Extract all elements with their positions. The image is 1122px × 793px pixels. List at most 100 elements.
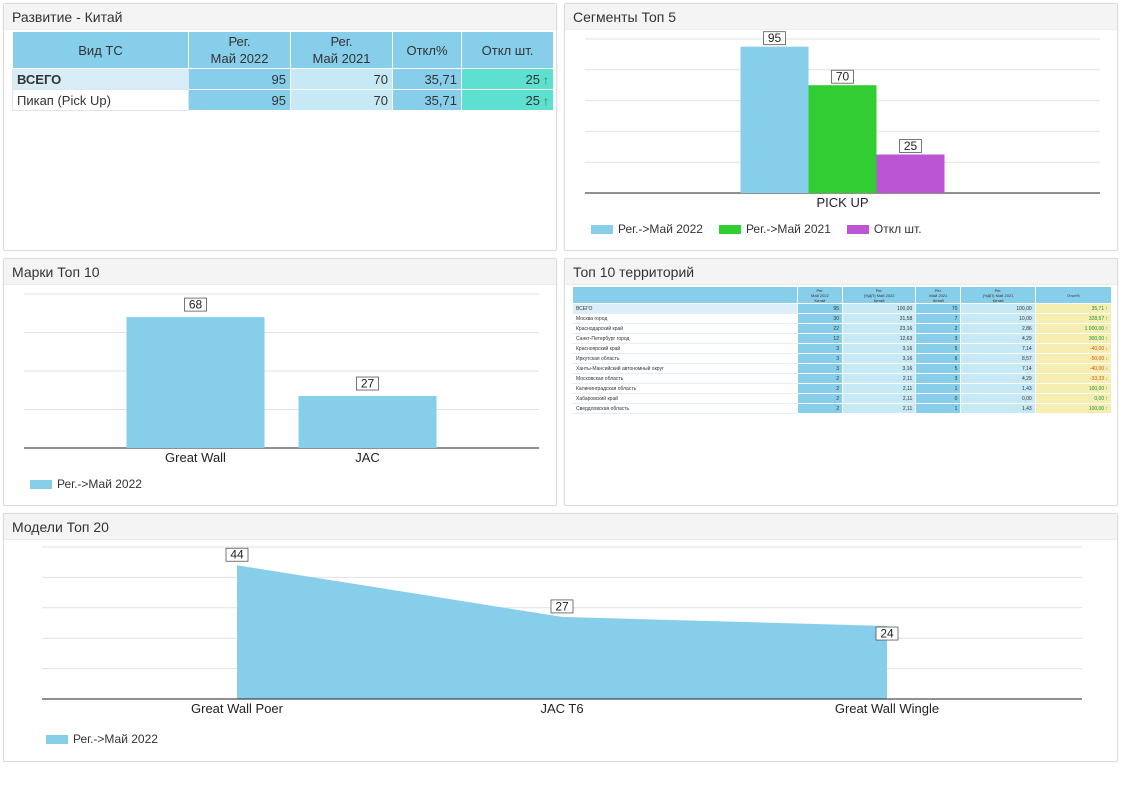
arrow-down-icon: ↓ bbox=[1104, 355, 1108, 362]
cell-reg-2021: 6 bbox=[915, 353, 962, 364]
col-header-vehicle-type[interactable]: Вид ТС bbox=[12, 31, 189, 69]
dev-pct-value: 1 000,00 bbox=[1084, 325, 1105, 332]
cell-share-2022: 23,16 bbox=[841, 323, 917, 334]
chart-legend: Рег.->Май 2022 Рег.->Май 2021 Откл шт. bbox=[591, 222, 938, 236]
cell-share-2021: 8,57 bbox=[960, 353, 1036, 364]
area-series bbox=[237, 565, 887, 699]
area-data-label-box bbox=[875, 626, 899, 641]
legend-item[interactable]: Рег.->Май 2021 bbox=[718, 222, 831, 236]
cell-reg-2021: 2 bbox=[915, 323, 962, 334]
cell-reg-2021: 3 bbox=[915, 373, 962, 384]
bar-data-label: 68 bbox=[189, 298, 203, 312]
segments-top5-panel: Сегменты Топ 5 95 70 25 PICK UP Рег.->Май 2… bbox=[564, 3, 1118, 251]
legend-item[interactable]: Рег.->Май 2022 bbox=[30, 477, 142, 491]
table-row[interactable]: Пикап (Pick Up) 95 70 35,71 25 ↑ bbox=[12, 89, 554, 111]
x-tick-label: JAC bbox=[355, 450, 380, 465]
cell-share-2021: 1,43 bbox=[960, 383, 1036, 394]
table-row[interactable]: Калининградская область 2 2,11 1 1,43 100,00 … bbox=[572, 383, 1113, 394]
cell-share-2021: 1,43 bbox=[960, 403, 1036, 414]
table-row[interactable]: Свердловская область 2 2,11 1 1,43 100,00 ↑ bbox=[572, 403, 1113, 414]
development-table: Вид ТС Рег. Май 2022 Рег. Май 2021 Откл%… bbox=[12, 31, 554, 111]
dev-pct-value: -40,00 bbox=[1089, 365, 1105, 372]
territory-name: Краснодарский край bbox=[572, 323, 798, 334]
col-header[interactable]: Рег. (%ДП) Май 2021 Китай bbox=[960, 286, 1036, 304]
bar-data-label-box bbox=[184, 297, 207, 312]
cell-dev-pct: 35,71 bbox=[392, 68, 462, 90]
table-row[interactable]: Хабаровский край 2 2,11 0 0,00 0,00 ↑ bbox=[572, 393, 1113, 404]
arrow-up-icon: ↑ bbox=[543, 72, 549, 87]
arrow-up-icon: ↑ bbox=[1104, 325, 1108, 332]
col-header-dev-units[interactable]: Откл шт. bbox=[461, 31, 554, 69]
table-row[interactable]: Санкт-Петербург город 12 12,63 3 4,29 300,00 … bbox=[572, 333, 1113, 344]
territory-name: ВСЕГО bbox=[572, 303, 798, 314]
col-header[interactable]: Рег. Май 2021 Китай bbox=[915, 286, 962, 304]
dev-pct-value: 100,00 bbox=[1088, 385, 1105, 392]
cell-share-2021: 10,00 bbox=[960, 313, 1036, 324]
bar-data-label-box bbox=[356, 376, 379, 391]
table-row[interactable]: ВСЕГО 95 70 35,71 25 ↑ bbox=[12, 68, 554, 90]
legend-item[interactable]: Рег.->Май 2022 bbox=[591, 222, 703, 236]
legend-item[interactable]: Откл шт. bbox=[846, 222, 922, 236]
cell-reg-2021: 1 bbox=[915, 403, 962, 414]
cell-reg-2022: 3 bbox=[796, 353, 843, 364]
col-header[interactable] bbox=[572, 286, 798, 304]
table-row[interactable]: Ханты-Мансийский автономный округ 3 3,16 5 7… bbox=[572, 363, 1113, 374]
cell-dev-pct: -40,00 ↓ bbox=[1034, 343, 1113, 354]
brands-top10-panel: Марки Топ 10 68 Great Wall 27 JAC Рег.->Май… bbox=[3, 258, 557, 506]
territory-name: Красноярский край bbox=[572, 343, 798, 354]
table-row[interactable]: ВСЕГО 95 100,00 70 100,00 35,71 ↑ bbox=[572, 303, 1113, 314]
cell-reg-2021: 7 bbox=[915, 313, 962, 324]
cell-dev-units: 25 ↑ bbox=[461, 89, 554, 111]
table-row[interactable]: Иркутская область 3 3,16 6 8,57 -50,00 ↓ bbox=[572, 353, 1113, 364]
dev-pct-value: -33,33 bbox=[1089, 375, 1105, 382]
table-row[interactable]: Краснодарский край 22 23,16 2 2,86 1 000,00 ↑ bbox=[572, 323, 1113, 334]
panel-title: Топ 10 территорий bbox=[565, 259, 1117, 285]
table-row[interactable]: Московская область 2 2,11 3 4,29 -33,33 ↓ bbox=[572, 373, 1113, 384]
cell-reg-2022: 12 bbox=[796, 333, 843, 344]
row-label: Пикап (Pick Up) bbox=[12, 89, 189, 111]
cell-reg-2021: 0 bbox=[915, 393, 962, 404]
cell-reg-2021: 70 bbox=[290, 89, 393, 111]
cell-share-2021: 100,00 bbox=[960, 303, 1036, 314]
cell-share-2021: 7,14 bbox=[960, 363, 1036, 374]
territories-table: Рег. Май 2022 Китай Рег. (%ДП) Май 2022 … bbox=[572, 286, 1113, 414]
cell-dev-pct: 300,00 ↑ bbox=[1034, 333, 1113, 344]
col-header-dev-pct[interactable]: Откл% bbox=[392, 31, 462, 69]
x-tick-label: Great Wall Wingle bbox=[835, 701, 939, 716]
cell-reg-2021: 5 bbox=[915, 363, 962, 374]
legend-item[interactable]: Рег.->Май 2022 bbox=[46, 732, 158, 746]
cell-dev-pct: 100,00 ↑ bbox=[1034, 403, 1113, 414]
cell-reg-2021: 70 bbox=[290, 68, 393, 90]
area-data-label-box bbox=[550, 599, 574, 614]
dev-pct-value: 100,00 bbox=[1088, 405, 1105, 412]
segments-bar-chart: 95 70 25 PICK UP bbox=[585, 31, 1100, 210]
cell-share-2022: 3,16 bbox=[841, 363, 917, 374]
cell-reg-2021: 3 bbox=[915, 333, 962, 344]
dev-pct-value: -50,00 bbox=[1089, 355, 1105, 362]
col-header[interactable]: Рег. Май 2022 Китай bbox=[796, 286, 843, 304]
cell-share-2021: 0,00 bbox=[960, 393, 1036, 404]
cell-dev-pct: -33,33 ↓ bbox=[1034, 373, 1113, 384]
bar-data-label: 25 bbox=[904, 139, 918, 153]
col-header-reg-2022[interactable]: Рег. Май 2022 bbox=[188, 31, 291, 69]
col-header-reg-2021[interactable]: Рег. Май 2021 bbox=[290, 31, 393, 69]
cell-share-2022: 2,11 bbox=[841, 393, 917, 404]
cell-dev-pct: -40,00 ↓ bbox=[1034, 363, 1113, 374]
table-row[interactable]: Москва город 30 31,58 7 10,00 328,57 ↑ bbox=[572, 313, 1113, 324]
bar-data-label: 70 bbox=[836, 70, 850, 84]
dev-pct-value: 300,00 bbox=[1088, 335, 1105, 342]
arrow-up-icon: ↑ bbox=[1104, 315, 1108, 322]
arrow-up-icon: ↑ bbox=[543, 93, 549, 108]
models-top20-panel: Модели Топ 20 44 Great Wall Poer 27 JAC T6 2… bbox=[3, 513, 1118, 762]
bar bbox=[876, 154, 945, 193]
table-row[interactable]: Красноярский край 3 3,16 5 7,14 -40,00 ↓ bbox=[572, 343, 1113, 354]
x-tick-label: PICK UP bbox=[816, 195, 868, 210]
territory-name: Свердловская область bbox=[572, 403, 798, 414]
territory-name: Ханты-Мансийский автономный округ bbox=[572, 363, 798, 374]
col-header[interactable]: Откл% bbox=[1034, 286, 1113, 304]
cell-share-2022: 2,11 bbox=[841, 403, 917, 414]
panel-title: Развитие - Китай bbox=[4, 4, 556, 30]
col-header[interactable]: Рег. (%ДП) Май 2022 Китай bbox=[841, 286, 917, 304]
x-tick-label: JAC T6 bbox=[540, 701, 583, 716]
cell-dev-units: 25 ↑ bbox=[461, 68, 554, 90]
